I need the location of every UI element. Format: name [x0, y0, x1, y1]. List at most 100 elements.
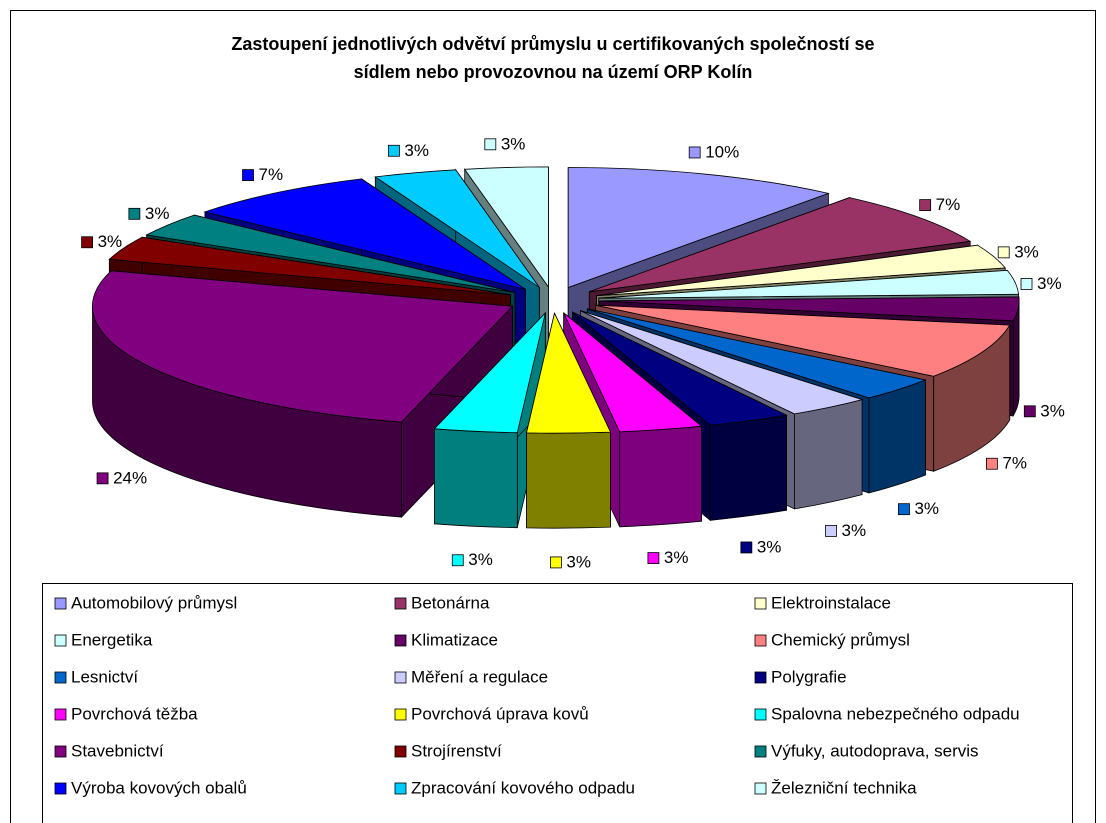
data-label: 7% [1002, 454, 1027, 473]
label-key [388, 144, 400, 157]
slice [203, 178, 526, 290]
chart-title: sídlem nebo provozovnou na území ORP Kol… [354, 62, 753, 82]
legend-swatch [54, 671, 67, 684]
slice [567, 167, 830, 289]
legend-swatch [54, 782, 67, 795]
data-label: 10% [705, 142, 739, 161]
data-label: 3% [914, 499, 939, 518]
legend-label: Elektroinstalace [771, 593, 891, 612]
slice [463, 166, 549, 289]
legend-label: Betonárna [411, 593, 490, 612]
legend-label: Povrchová těžba [71, 704, 198, 723]
legend-swatch [394, 597, 407, 610]
legend-swatch [394, 745, 407, 758]
slice [145, 214, 515, 293]
label-key [898, 503, 910, 516]
label-key [688, 146, 701, 159]
legend-label: Železniční technika [771, 778, 917, 797]
data-label: 24% [113, 468, 147, 487]
slice-side [794, 399, 863, 510]
data-label: 3% [404, 141, 429, 160]
label-key [997, 246, 1010, 259]
legend-swatch [754, 597, 767, 610]
label-key [128, 207, 141, 220]
slice [587, 308, 927, 399]
label-key [484, 138, 497, 151]
slice [580, 310, 864, 415]
data-label: 3% [1014, 242, 1039, 261]
legend-label: Polygrafie [771, 667, 847, 686]
label-key [1020, 278, 1033, 290]
data-label: 3% [566, 552, 591, 571]
data-label: 3% [145, 204, 170, 223]
legend-swatch [754, 634, 767, 647]
legend-label: Povrchová úprava kovů [411, 704, 589, 723]
legend-swatch [54, 634, 67, 647]
label-key [96, 472, 109, 485]
label-key [740, 541, 753, 554]
slice [108, 236, 511, 296]
data-label: 3% [1037, 274, 1062, 293]
data-label: 3% [841, 521, 866, 540]
legend-label: Chemický průmysl [771, 630, 910, 649]
data-label: 3% [468, 550, 493, 569]
slice-side [868, 379, 926, 494]
data-label: 3% [1040, 401, 1065, 420]
slice [92, 270, 514, 423]
data-label: 3% [757, 537, 782, 556]
slice [374, 169, 540, 288]
legend-swatch [754, 745, 767, 758]
slice-side [619, 425, 702, 528]
legend-swatch [54, 745, 67, 758]
legend-swatch [394, 671, 407, 684]
slice [595, 304, 1011, 377]
label-key [451, 554, 464, 567]
label-key [550, 556, 562, 569]
legend-label: Energetika [71, 630, 153, 649]
legend-swatch [54, 597, 67, 610]
label-key [242, 169, 254, 181]
slice [525, 311, 612, 434]
legend-label: Strojírenství [411, 741, 502, 760]
slice [589, 197, 972, 293]
legend-swatch [754, 671, 767, 684]
legend-swatch [394, 634, 407, 647]
slice [598, 269, 1020, 299]
legend-label: Výfuky, autodoprava, servis [771, 741, 979, 760]
legend-label: Automobilový průmysl [71, 593, 237, 612]
label-key [919, 199, 932, 212]
chart-title: Zastoupení jednotlivých odvětví průmyslu… [231, 34, 874, 54]
legend-swatch [394, 708, 407, 721]
label-key [1023, 405, 1036, 418]
legend-swatch [394, 782, 407, 795]
legend-box [42, 583, 1073, 823]
slice [433, 311, 547, 434]
label-key [825, 525, 837, 537]
legend-label: Zpracování kovového odpadu [411, 778, 635, 797]
legend-swatch [754, 782, 767, 795]
legend-label: Lesnictví [71, 667, 138, 686]
legend-label: Klimatizace [411, 630, 498, 649]
slice [599, 296, 1020, 322]
data-label: 7% [259, 165, 284, 184]
slice-side [526, 431, 611, 529]
slice-side [434, 428, 518, 529]
data-label: 3% [501, 134, 526, 153]
legend-swatch [754, 708, 767, 721]
legend-label: Výroba kovových obalů [71, 778, 247, 797]
data-label: 7% [936, 195, 961, 214]
legend-swatch [54, 708, 67, 721]
legend-label: Spalovna nebezpečného odpadu [771, 704, 1020, 723]
label-key [647, 552, 660, 564]
slice [596, 244, 1007, 297]
legend-label: Měření a regulace [411, 667, 548, 686]
data-label: 3% [664, 548, 689, 567]
slice-side [709, 414, 787, 521]
slice [563, 312, 703, 433]
data-label: 3% [98, 232, 123, 251]
label-key [986, 457, 998, 470]
slice [572, 311, 788, 426]
label-key [81, 236, 93, 249]
legend-label: Stavebnictví [71, 741, 164, 760]
